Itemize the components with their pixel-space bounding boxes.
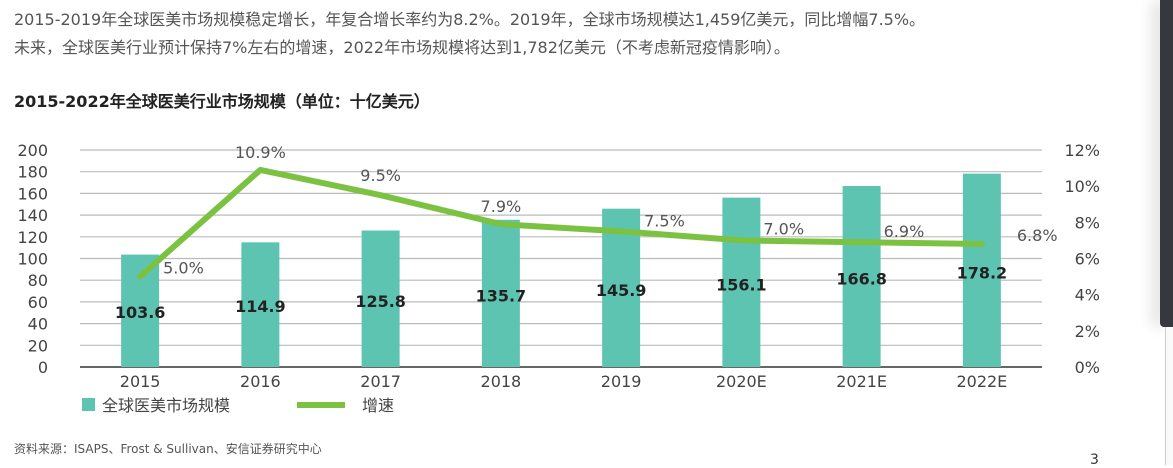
x-tick-label: 2015 [120,372,161,391]
y-left-tick-label: 40 [28,315,48,334]
y-right-tick-label: 2% [1075,322,1100,341]
side-panel [1160,0,1173,327]
line-data-label: 10.9% [235,143,286,162]
y-left-tick-label: 80 [28,271,48,290]
y-left-tick-label: 180 [17,163,48,182]
bar-data-label: 156.1 [716,275,767,294]
x-tick-label: 2016 [240,372,281,391]
bar-data-label: 135.7 [476,286,527,305]
bar [361,230,400,367]
page-edge [1165,327,1173,465]
x-tick-label: 2017 [360,372,401,391]
y-left-tick-label: 160 [17,184,48,203]
x-tick-label: 2019 [601,372,642,391]
bar [481,219,520,367]
y-right-tick-label: 8% [1075,213,1100,232]
legend-swatch-bar [82,398,95,411]
chart-title: 2015-2022年全球医美行业市场规模（单位：十亿美元） [14,92,430,111]
y-right-tick-label: 0% [1075,358,1100,377]
bar-data-label: 166.8 [836,270,887,289]
page-number: 3 [1090,452,1099,468]
source-note: 资料来源：ISAPS、Frost & Sullivan、安信证券研究中心 [14,442,322,456]
y-right-tick-label: 10% [1064,177,1100,196]
growth-line [137,166,985,280]
bar [722,197,761,367]
x-tick-label: 2021E [836,372,887,391]
paragraph: 2015-2019年全球医美市场规模稳定增长，年复合增长率约为8.2%。2019… [14,10,926,29]
bar [842,186,881,367]
legend-label: 全球医美市场规模 [102,396,230,415]
y-left-tick-label: 200 [17,141,48,160]
y-right-tick-label: 6% [1075,250,1100,269]
bar-data-label: 178.2 [957,263,1008,282]
y-left-tick-label: 60 [28,293,48,312]
line-data-label: 7.9% [481,197,522,216]
line-data-label: 7.0% [763,219,804,238]
line-data-label: 6.9% [884,222,925,241]
line-data-label: 6.8% [1017,226,1058,245]
x-tick-label: 2020E [716,372,767,391]
bar [962,173,1001,367]
bar-data-label: 114.9 [235,297,286,316]
legend-label: 增速 [362,396,394,415]
bar [241,242,280,367]
y-left-tick-label: 140 [17,206,48,225]
bar-data-label: 103.6 [115,303,166,322]
bar-data-label: 145.9 [596,281,647,300]
paragraph: 未来，全球医美行业预计保持7%左右的增速，2022年市场规模将达到1,782亿美… [14,38,790,57]
y-right-tick-label: 12% [1064,141,1100,160]
x-tick-label: 2022E [956,372,1007,391]
y-left-tick-label: 100 [17,250,48,269]
x-tick-label: 2018 [481,372,522,391]
y-left-tick-label: 20 [28,336,48,355]
y-left-tick-label: 0 [38,358,48,377]
y-left-tick-label: 120 [17,228,48,247]
y-right-tick-label: 4% [1075,286,1100,305]
line-data-label: 7.5% [644,211,685,230]
line-data-label: 9.5% [360,166,401,185]
line-data-label: 5.0% [163,259,204,278]
bar-data-label: 125.8 [355,292,406,311]
